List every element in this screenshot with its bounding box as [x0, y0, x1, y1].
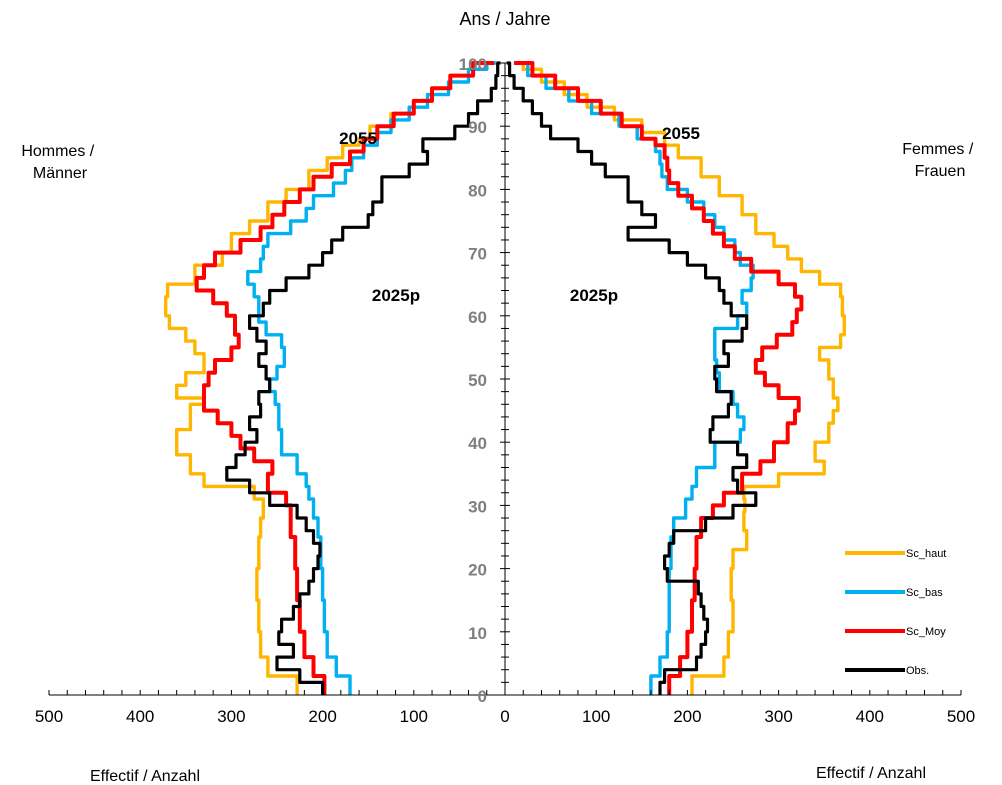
x-tick-label: 400 [856, 707, 884, 726]
series-obs-male-line [225, 61, 501, 695]
y-tick-label: 40 [468, 434, 487, 453]
right-side-label-line1: Femmes / [902, 141, 974, 158]
axes-layer: 500 400 300 200 100 0 100 200 300 400 500 0 10 20 30 40… [35, 55, 975, 726]
x-tick-label: 400 [126, 707, 154, 726]
x-tick-label: 500 [947, 707, 975, 726]
y-tick-label: 0 [478, 687, 487, 706]
legend: Sc_haut Sc_bas Sc_Moy Obs. [845, 548, 946, 677]
year-label-lower-right: 2025p [570, 286, 618, 305]
x-tick-label: 200 [673, 707, 701, 726]
x-tick-label: 300 [217, 707, 245, 726]
right-side-label: Femmes / Frauen [902, 141, 978, 180]
year-label-upper-left: 2055 [339, 129, 377, 148]
legend-label-sc-moy: Sc_Moy [906, 626, 946, 638]
x-tick-label: 0 [500, 707, 509, 726]
x-axis-label-left: Effectif / Anzahl [90, 768, 200, 785]
series-obs-female-line [506, 61, 758, 695]
y-tick-label: 90 [468, 118, 487, 137]
left-side-label-line2: Männer [33, 165, 88, 182]
x-tick-label: 100 [582, 707, 610, 726]
series-sc-bas-male-line [246, 61, 496, 695]
x-tick-label: 200 [308, 707, 336, 726]
series-sc-haut-male-line [164, 61, 492, 695]
series-sc-haut-female-line [514, 61, 846, 695]
series-layer [164, 61, 846, 695]
year-label-upper-right: 2055 [662, 124, 700, 143]
x-axis-label-right: Effectif / Anzahl [816, 765, 926, 782]
left-side-label-line1: Hommes / [21, 143, 94, 160]
legend-label-obs: Obs. [906, 665, 929, 677]
year-label-lower-left: 2025p [372, 286, 420, 305]
y-tick-label: 100 [459, 55, 487, 74]
series-sc-moy-male-line [194, 61, 495, 695]
legend-label-sc-haut: Sc_haut [906, 548, 946, 560]
x-tick-label: 100 [400, 707, 428, 726]
y-tick-label: 20 [468, 561, 487, 580]
y-tick-label: 30 [468, 497, 487, 516]
left-side-label: Hommes / Männer [21, 143, 98, 182]
x-tick-label: 300 [764, 707, 792, 726]
legend-label-sc-bas: Sc_bas [906, 587, 943, 599]
y-tick-label: 60 [468, 308, 487, 327]
chart-title: Ans / Jahre [459, 9, 550, 29]
y-tick-label: 50 [468, 371, 487, 390]
x-tick-label: 500 [35, 707, 63, 726]
series-sc-moy-female-line [514, 61, 804, 695]
y-tick-label: 70 [468, 245, 487, 264]
y-tick-label: 10 [468, 624, 487, 643]
right-side-label-line2: Frauen [915, 163, 966, 180]
y-tick-label: 80 [468, 181, 487, 200]
